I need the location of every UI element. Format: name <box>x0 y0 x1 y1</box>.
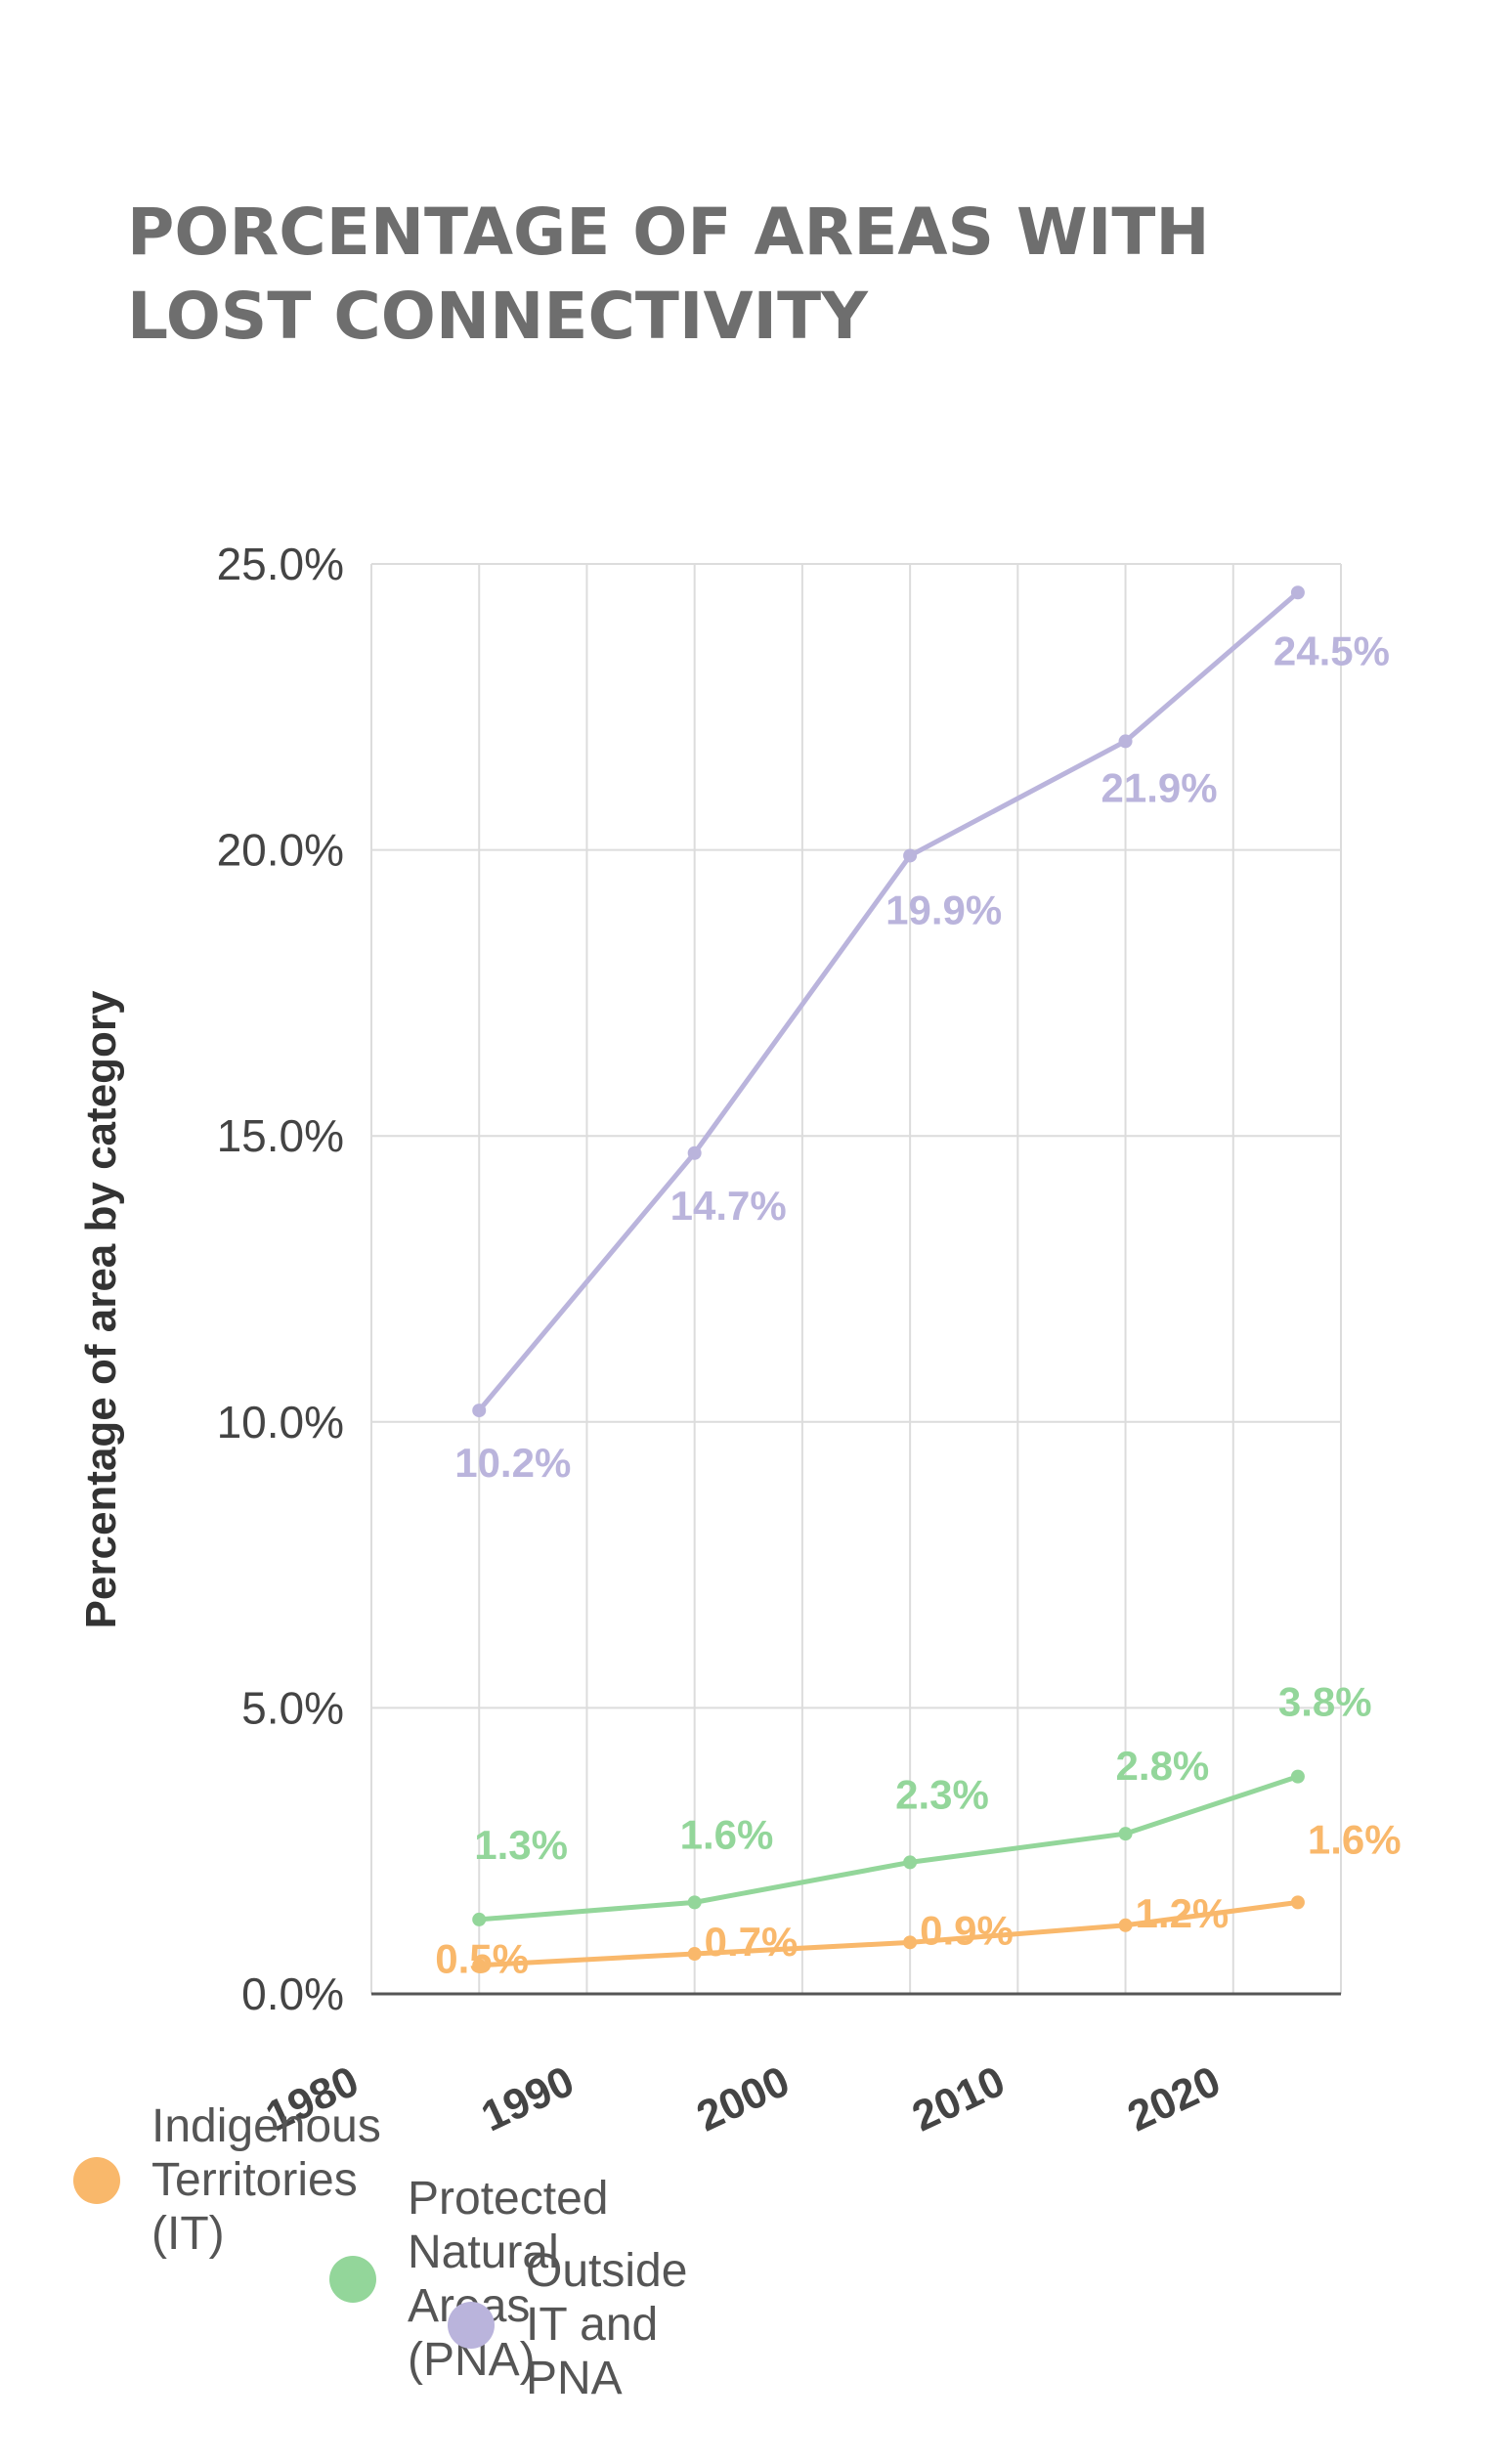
data-point <box>687 1947 702 1962</box>
y-tick-label: 25.0% <box>217 539 344 589</box>
legend-item: Outside IT and PNA <box>448 2244 687 2405</box>
x-tick-label: 1990 <box>474 2057 581 2141</box>
data-label: 10.2% <box>454 1440 571 1486</box>
data-point <box>1118 734 1133 749</box>
data-label: 0.7% <box>705 1919 799 1965</box>
legend-label: Outside IT and PNA <box>526 2245 688 2404</box>
y-tick-label: 20.0% <box>217 825 344 876</box>
legend-marker <box>73 2156 120 2204</box>
data-point <box>1290 1769 1305 1784</box>
data-label: 1.2% <box>1136 1890 1230 1936</box>
data-label: 1.3% <box>474 1822 568 1868</box>
chart-series: 0.5% 0.7% 0.9% 1.2% 1.6% 1.3% 1.6% 2.3% 2.8% 3.8%… <box>435 585 1402 1982</box>
data-label: 24.5% <box>1274 627 1390 673</box>
data-point <box>1118 1827 1133 1841</box>
legend-label: Protected Natural Areas (PNA) <box>408 2173 609 2386</box>
x-tick-label: 2010 <box>905 2057 1012 2141</box>
y-tick-label: 15.0% <box>217 1110 344 1161</box>
data-point <box>903 848 918 863</box>
data-label: 3.8% <box>1278 1679 1372 1725</box>
legend-item: Protected Natural Areas (PNA) <box>329 2172 608 2387</box>
y-tick-label: 5.0% <box>241 1682 344 1733</box>
x-tick-label: 2020 <box>1121 2057 1228 2141</box>
data-label: 21.9% <box>1101 764 1218 810</box>
y-tick-label: 0.0% <box>241 1968 344 2019</box>
x-axis-ticks: 1980 1990 2000 2010 2020 <box>259 2057 1228 2141</box>
data-label: 2.8% <box>1116 1743 1210 1789</box>
chart-title-line-1: PORCENTAGE OF AREAS WITH <box>127 195 1210 270</box>
chart-title-line-2: LOST CONNECTIVITY <box>127 279 868 354</box>
y-tick-label: 10.0% <box>217 1397 344 1448</box>
data-point <box>472 1404 487 1418</box>
y-axis-label: Percentage of area by category <box>77 990 125 1628</box>
data-point <box>903 1935 918 1950</box>
legend-label: Indigenous Territories (IT) <box>151 2100 381 2260</box>
data-label: 0.9% <box>920 1907 1014 1953</box>
data-point <box>1290 1895 1305 1910</box>
data-label: 0.5% <box>435 1936 529 1982</box>
legend-item: Indigenous Territories (IT) <box>73 2099 381 2261</box>
y-axis-ticks: 0.0% 5.0% 10.0% 15.0% 20.0% 25.0% <box>217 539 344 2019</box>
data-label: 1.6% <box>680 1811 774 1857</box>
legend-marker <box>329 2256 376 2303</box>
data-label: 14.7% <box>670 1183 787 1229</box>
data-point <box>687 1146 702 1160</box>
data-label: 19.9% <box>885 886 1002 932</box>
data-point <box>472 1912 487 1926</box>
chart-title: PORCENTAGE OF AREAS WITH LOST CONNECTIVI… <box>127 191 1398 359</box>
data-point <box>687 1895 702 1910</box>
data-point <box>1290 585 1305 600</box>
chart-grid <box>370 563 1342 1996</box>
data-label: 1.6% <box>1308 1816 1402 1862</box>
legend-marker <box>448 2301 495 2349</box>
series-line <box>476 589 1301 1413</box>
data-point <box>903 1855 918 1870</box>
data-label: 2.3% <box>895 1771 989 1817</box>
data-point <box>472 1958 487 1972</box>
x-tick-label: 2000 <box>690 2057 797 2141</box>
data-point <box>1118 1918 1133 1932</box>
